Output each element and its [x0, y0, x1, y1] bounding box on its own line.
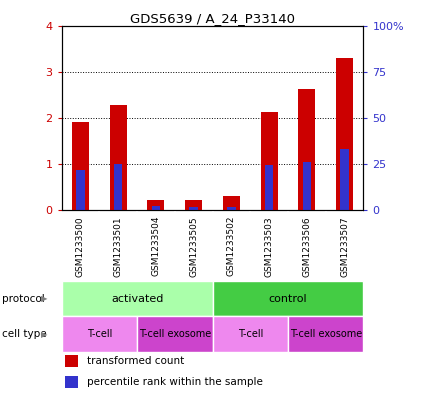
Text: control: control: [269, 294, 307, 304]
Text: T-cell: T-cell: [238, 329, 263, 339]
Text: GSM1233505: GSM1233505: [189, 216, 198, 277]
Bar: [336, 58, 353, 210]
Bar: [137, 316, 212, 352]
Text: activated: activated: [111, 294, 163, 304]
Text: GSM1233506: GSM1233506: [302, 216, 311, 277]
Bar: [65, 355, 78, 367]
Text: transformed count: transformed count: [87, 356, 184, 366]
Bar: [261, 112, 278, 210]
Text: GSM1233502: GSM1233502: [227, 216, 236, 276]
Text: GSM1233504: GSM1233504: [151, 216, 160, 276]
Bar: [303, 162, 311, 210]
Bar: [62, 316, 137, 352]
Text: ▶: ▶: [41, 330, 48, 338]
Text: GSM1233501: GSM1233501: [114, 216, 123, 277]
Bar: [152, 206, 160, 210]
Bar: [110, 105, 127, 210]
Text: T-cell exosome: T-cell exosome: [139, 329, 211, 339]
Bar: [190, 207, 198, 210]
Bar: [223, 196, 240, 210]
Bar: [185, 200, 202, 210]
Bar: [288, 316, 363, 352]
Bar: [227, 208, 235, 210]
Text: protocol: protocol: [2, 294, 45, 304]
Bar: [212, 316, 288, 352]
Bar: [65, 376, 78, 388]
Text: GSM1233507: GSM1233507: [340, 216, 349, 277]
Text: percentile rank within the sample: percentile rank within the sample: [87, 377, 263, 387]
Bar: [72, 121, 89, 210]
Bar: [114, 164, 122, 210]
Text: GDS5639 / A_24_P33140: GDS5639 / A_24_P33140: [130, 12, 295, 25]
Text: GSM1233503: GSM1233503: [265, 216, 274, 277]
Bar: [298, 89, 315, 210]
Bar: [62, 281, 212, 316]
Text: ▶: ▶: [41, 294, 48, 303]
Text: T-cell: T-cell: [87, 329, 112, 339]
Bar: [147, 200, 164, 210]
Bar: [340, 149, 348, 210]
Text: T-cell exosome: T-cell exosome: [289, 329, 362, 339]
Bar: [76, 170, 85, 210]
Bar: [265, 165, 273, 210]
Text: GSM1233500: GSM1233500: [76, 216, 85, 277]
Text: cell type: cell type: [2, 329, 47, 339]
Bar: [212, 281, 363, 316]
